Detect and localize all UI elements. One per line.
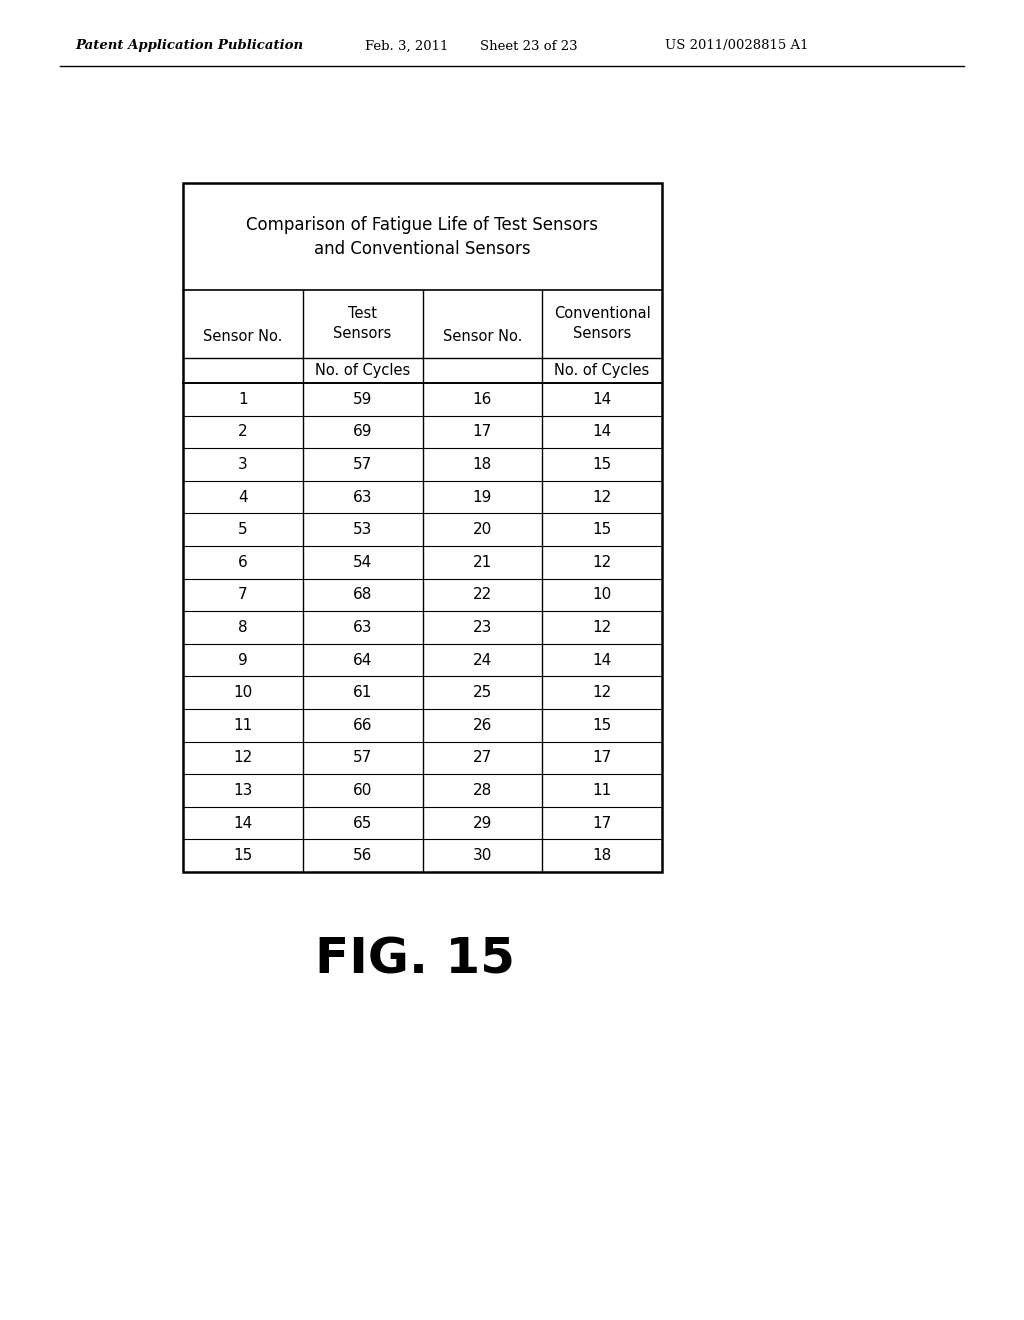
Text: 60: 60: [353, 783, 373, 799]
Text: Conventional: Conventional: [554, 306, 650, 322]
Text: 61: 61: [353, 685, 373, 700]
Text: 5: 5: [238, 523, 248, 537]
Text: Sensor No.: Sensor No.: [442, 329, 522, 345]
Text: 64: 64: [353, 652, 373, 668]
Text: 66: 66: [353, 718, 373, 733]
Text: 18: 18: [473, 457, 492, 473]
Text: 53: 53: [353, 523, 373, 537]
Text: 19: 19: [473, 490, 493, 504]
Text: 24: 24: [473, 652, 492, 668]
Text: 56: 56: [353, 849, 373, 863]
Text: 69: 69: [353, 425, 373, 440]
Text: 18: 18: [593, 849, 611, 863]
Text: 22: 22: [473, 587, 492, 602]
Text: 14: 14: [593, 392, 611, 407]
Text: 54: 54: [353, 554, 373, 570]
Text: 26: 26: [473, 718, 493, 733]
Text: 15: 15: [593, 523, 611, 537]
Text: Patent Application Publication: Patent Application Publication: [75, 40, 303, 53]
Text: 12: 12: [593, 620, 611, 635]
Text: No. of Cycles: No. of Cycles: [315, 363, 411, 378]
Text: 11: 11: [233, 718, 253, 733]
Text: 12: 12: [233, 750, 253, 766]
Text: Sheet 23 of 23: Sheet 23 of 23: [480, 40, 578, 53]
Text: 15: 15: [593, 457, 611, 473]
Text: 57: 57: [353, 750, 373, 766]
Text: 4: 4: [238, 490, 248, 504]
Text: 7: 7: [238, 587, 248, 602]
Text: Test: Test: [348, 306, 377, 322]
Text: 63: 63: [353, 620, 373, 635]
Text: 10: 10: [593, 587, 611, 602]
Text: US 2011/0028815 A1: US 2011/0028815 A1: [665, 40, 809, 53]
Text: Sensors: Sensors: [573, 326, 631, 342]
Text: 10: 10: [233, 685, 253, 700]
Text: and Conventional Sensors: and Conventional Sensors: [314, 239, 530, 257]
Text: 15: 15: [593, 718, 611, 733]
Text: 65: 65: [353, 816, 373, 830]
Text: 15: 15: [233, 849, 253, 863]
Text: 17: 17: [473, 425, 492, 440]
Bar: [183, 183, 662, 873]
Text: 2: 2: [238, 425, 248, 440]
Text: 9: 9: [238, 652, 248, 668]
Text: 14: 14: [593, 652, 611, 668]
Text: 13: 13: [233, 783, 253, 799]
Text: 23: 23: [473, 620, 493, 635]
Text: 1: 1: [238, 392, 248, 407]
Text: 6: 6: [238, 554, 248, 570]
Text: 3: 3: [238, 457, 248, 473]
Text: 63: 63: [353, 490, 373, 504]
Text: 12: 12: [593, 554, 611, 570]
Text: 21: 21: [473, 554, 492, 570]
Text: Sensor No.: Sensor No.: [203, 329, 283, 345]
Text: 8: 8: [238, 620, 248, 635]
Text: 20: 20: [473, 523, 492, 537]
Text: 29: 29: [473, 816, 493, 830]
Text: 25: 25: [473, 685, 492, 700]
Text: 17: 17: [593, 750, 611, 766]
Text: 27: 27: [473, 750, 492, 766]
Text: 16: 16: [473, 392, 493, 407]
Text: 12: 12: [593, 490, 611, 504]
Text: Comparison of Fatigue Life of Test Sensors: Comparison of Fatigue Life of Test Senso…: [247, 215, 598, 234]
Text: 14: 14: [233, 816, 253, 830]
Text: 28: 28: [473, 783, 492, 799]
Text: 57: 57: [353, 457, 373, 473]
Text: 30: 30: [473, 849, 493, 863]
Text: No. of Cycles: No. of Cycles: [555, 363, 650, 378]
Text: FIG. 15: FIG. 15: [315, 936, 515, 983]
Text: Feb. 3, 2011: Feb. 3, 2011: [365, 40, 449, 53]
Text: 14: 14: [593, 425, 611, 440]
Text: 68: 68: [353, 587, 373, 602]
Text: 12: 12: [593, 685, 611, 700]
Text: 11: 11: [593, 783, 611, 799]
Text: 59: 59: [353, 392, 373, 407]
Text: Sensors: Sensors: [334, 326, 392, 342]
Text: 17: 17: [593, 816, 611, 830]
